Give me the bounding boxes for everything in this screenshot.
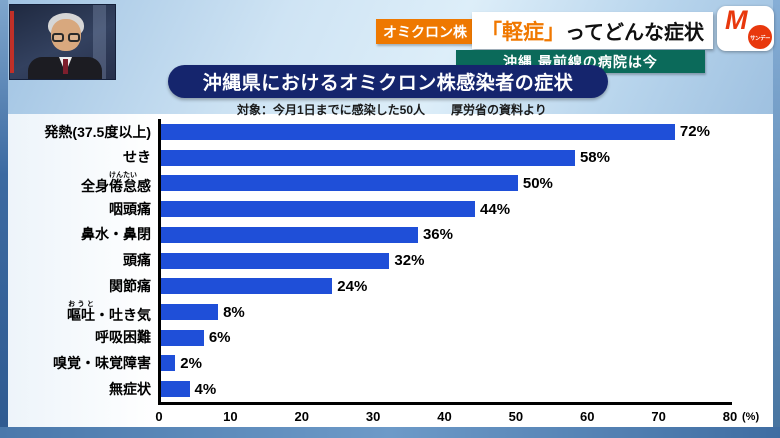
bar-area: 2% (158, 351, 732, 377)
bar (161, 304, 219, 320)
bar-area: 6% (158, 325, 732, 351)
logo-m-mark: M (725, 5, 748, 35)
x-tick-label: 60 (580, 409, 595, 424)
category-label: 発熱(37.5度以上) (44, 123, 151, 140)
x-tick-label: 50 (508, 409, 524, 424)
x-tick-label: 40 (437, 409, 452, 424)
value-label: 72% (679, 123, 710, 141)
bar-area: 50% (158, 170, 732, 196)
x-tick-label: 80 (722, 409, 738, 424)
anchor-glasses (52, 33, 80, 42)
logo-circle-text: サンデー (750, 35, 770, 42)
bar (161, 175, 518, 192)
x-tick-label: 0 (155, 409, 163, 424)
anchor-video-inset (9, 4, 116, 80)
chart-row: 発熱(37.5度以上) 72% (8, 119, 732, 145)
note-sample: 対象：今月1日までに感染した50人 (237, 103, 426, 117)
bar (161, 252, 390, 269)
value-label: 4% (194, 380, 217, 398)
value-label: 50% (522, 174, 553, 192)
y-axis-line (158, 119, 161, 405)
bar (161, 355, 176, 372)
value-label: 36% (422, 226, 453, 244)
x-tick-label: 30 (365, 409, 381, 424)
headline-box: 「軽症」 ってどんな症状 (472, 12, 713, 49)
chart-row: 呼吸困難 6% (8, 325, 732, 351)
chart-panel: 発熱(37.5度以上) 72% せき 58% 全身倦怠けんたい感 50% 咽頭痛 44% 鼻水・… (8, 114, 773, 427)
chart-rows: 発熱(37.5度以上) 72% せき 58% 全身倦怠けんたい感 50% 咽頭痛 44% 鼻水・… (8, 119, 732, 402)
topic-badge: オミクロン株 (376, 19, 474, 44)
chart-row: 全身倦怠けんたい感 50% (8, 170, 732, 196)
frame-edge-bottom (0, 427, 780, 438)
bar (161, 123, 675, 140)
chart-row: せき 58% (8, 145, 732, 171)
bar (161, 226, 418, 243)
chart-note: 対象：今月1日までに感染した50人 厚労省の資料より (237, 101, 547, 118)
category-label: 関節痛 (109, 277, 151, 294)
x-axis-ticks: (%) 0 10 20 30 40 50 60 70 80 (155, 409, 759, 427)
bar-area: 24% (158, 273, 732, 299)
chart-row: 嘔吐おうと・吐き気 8% (8, 299, 732, 325)
category-label: 咽頭痛 (109, 200, 151, 217)
chart-row: 鼻水・鼻閉 36% (8, 222, 732, 248)
category-label: せき (123, 149, 151, 166)
bar-area: 36% (158, 222, 732, 248)
value-label: 58% (579, 149, 610, 167)
x-axis-line (158, 402, 732, 405)
bar (161, 278, 333, 295)
chart-row: 咽頭痛 44% (8, 196, 732, 222)
value-label: 2% (180, 354, 202, 372)
bar (161, 149, 575, 166)
value-label: 8% (223, 303, 245, 321)
studio-accent-stripe (10, 11, 14, 73)
category-label: 頭痛 (123, 252, 151, 269)
value-label: 6% (208, 329, 231, 347)
chart-title: 沖縄県におけるオミクロン株感染者の症状 (168, 65, 608, 98)
note-source: 厚労省の資料より (451, 103, 547, 117)
chart-row: 関節痛 24% (8, 273, 732, 299)
anchor-face (51, 19, 81, 51)
anchor-tie (63, 59, 68, 74)
x-tick-label: 70 (651, 409, 666, 424)
bar (161, 329, 204, 346)
x-tick-label: 10 (223, 409, 238, 424)
program-logo: M サンデー (717, 5, 774, 51)
category-label: 嗅覚・味覚障害 (53, 355, 151, 372)
category-label: 鼻水・鼻閉 (81, 226, 151, 243)
frame-edge-right (773, 0, 780, 438)
bar (161, 381, 190, 398)
frame-edge-left (0, 0, 8, 438)
category-label: 嘔吐おうと・吐き気 (67, 301, 151, 324)
bar-area: 72% (158, 119, 732, 145)
bar-area: 4% (158, 376, 732, 402)
bar-area: 44% (158, 196, 732, 222)
value-label: 32% (394, 252, 425, 270)
bar-area: 8% (158, 299, 732, 325)
value-label: 24% (337, 277, 368, 295)
bar-area: 58% (158, 145, 732, 171)
chart-row: 嗅覚・味覚障害 2% (8, 351, 732, 377)
x-axis-unit: (%) (742, 411, 760, 423)
bar (161, 201, 476, 218)
bar-area: 32% (158, 248, 732, 274)
category-label: 無症状 (109, 380, 151, 397)
chart-row: 頭痛 32% (8, 248, 732, 274)
x-tick-label: 20 (294, 409, 309, 424)
chart-row: 無症状 4% (8, 376, 732, 402)
logo-circle-icon: サンデー (748, 25, 772, 49)
headline-highlight: 「軽症」 (481, 20, 565, 44)
category-label: 呼吸困難 (95, 329, 151, 346)
headline-rest: ってどんな症状 (565, 22, 704, 44)
category-label: 全身倦怠けんたい感 (81, 172, 151, 195)
value-label: 44% (480, 200, 511, 218)
